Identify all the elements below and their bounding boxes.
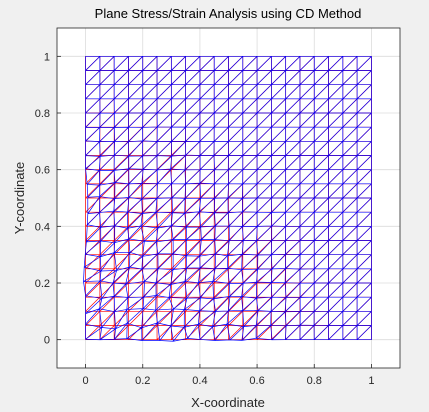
x-tick-label: 0.4 — [192, 375, 207, 387]
x-tick-label: 0.6 — [249, 375, 264, 387]
y-tick-label: 0.6 — [35, 165, 50, 177]
y-tick-label: 1 — [44, 51, 50, 63]
x-tick-label: 1 — [368, 375, 374, 387]
chart-title: Plane Stress/Strain Analysis using CD Me… — [95, 6, 362, 21]
y-tick-label: 0.2 — [35, 278, 50, 290]
y-tick-label: 0.4 — [35, 221, 50, 233]
mesh-plot-area — [83, 55, 372, 342]
deformed-mesh-series — [83, 55, 372, 342]
y-axis-title: Y-coordinate — [12, 162, 27, 235]
x-tick-label: 0 — [83, 375, 89, 387]
x-axis-title: X-coordinate — [191, 395, 265, 410]
x-tick-label: 0.2 — [135, 375, 150, 387]
y-tick-label: 0.8 — [35, 108, 50, 120]
ticks: 0 0.2 0.4 0.6 0.8 1 0 0.2 0.4 0.6 0.8 1 — [35, 51, 375, 387]
y-tick-label: 0 — [44, 335, 50, 347]
x-tick-label: 0.8 — [307, 375, 322, 387]
axes-frame — [56, 27, 401, 369]
deformed-mesh-lines — [83, 55, 372, 342]
